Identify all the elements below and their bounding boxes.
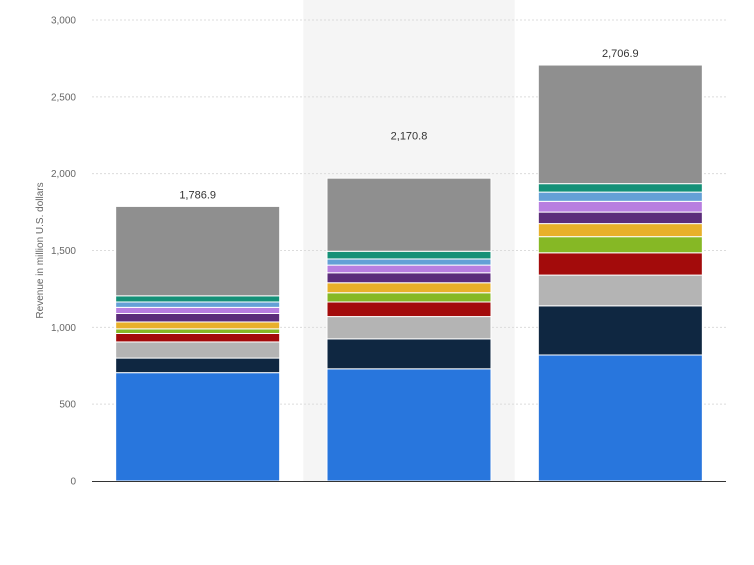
bar-segment[interactable] <box>115 313 281 323</box>
bar-segment[interactable] <box>115 295 281 303</box>
bar-segment[interactable] <box>537 211 703 225</box>
bar-segment[interactable] <box>326 258 492 266</box>
y-tick-label: 2,000 <box>51 169 76 180</box>
bar-segment[interactable] <box>537 200 703 213</box>
bar-segment[interactable] <box>326 292 492 303</box>
y-tick-label: 2,500 <box>51 92 76 103</box>
bar-segment[interactable] <box>537 305 703 356</box>
y-tick-label: 1,500 <box>51 246 76 257</box>
bar-total-label: 2,706.9 <box>602 48 639 60</box>
bar-segment[interactable] <box>115 301 281 308</box>
bar-segment[interactable] <box>326 250 492 260</box>
bar-segment[interactable] <box>326 368 492 482</box>
bars <box>115 64 703 482</box>
bar-segment[interactable] <box>115 332 281 343</box>
y-tick-label: 500 <box>59 400 76 411</box>
bar-segment[interactable] <box>326 282 492 294</box>
bar-segment[interactable] <box>537 236 703 254</box>
bar-segment[interactable] <box>326 264 492 274</box>
bar-segment[interactable] <box>537 252 703 276</box>
y-axis-title: Revenue in million U.S. dollars <box>35 182 46 318</box>
total-labels: 1,786.9 2,170.8 2,706.9 <box>179 48 638 201</box>
bar-segment[interactable] <box>115 357 281 374</box>
bar-segment[interactable] <box>537 223 703 238</box>
bar-segment[interactable] <box>326 272 492 284</box>
y-tick-label: 1,000 <box>51 323 76 334</box>
bar-segment[interactable] <box>537 274 703 307</box>
y-tick-label: 0 <box>70 477 76 488</box>
bar-segment[interactable] <box>115 372 281 482</box>
bar-segment[interactable] <box>537 354 703 482</box>
bar-segment[interactable] <box>115 341 281 359</box>
bar-segment[interactable] <box>326 301 492 318</box>
bar-segment[interactable] <box>537 64 703 185</box>
bar-segment[interactable] <box>537 183 703 193</box>
bar-segment[interactable] <box>537 191 703 202</box>
bar-segment[interactable] <box>115 321 281 330</box>
bar-segment[interactable] <box>115 205 281 297</box>
bar-total-label: 1,786.9 <box>179 189 216 201</box>
bar-segment[interactable] <box>326 177 492 252</box>
bar-total-label: 2,170.8 <box>391 130 428 142</box>
y-tick-labels: 0 500 1,000 1,500 2,000 2,500 3,000 <box>51 16 76 488</box>
bar-segment[interactable] <box>326 338 492 370</box>
bar-segment[interactable] <box>115 328 281 334</box>
bar-segment[interactable] <box>326 316 492 340</box>
y-tick-label: 3,000 <box>51 16 76 27</box>
bar-segment[interactable] <box>115 306 281 315</box>
